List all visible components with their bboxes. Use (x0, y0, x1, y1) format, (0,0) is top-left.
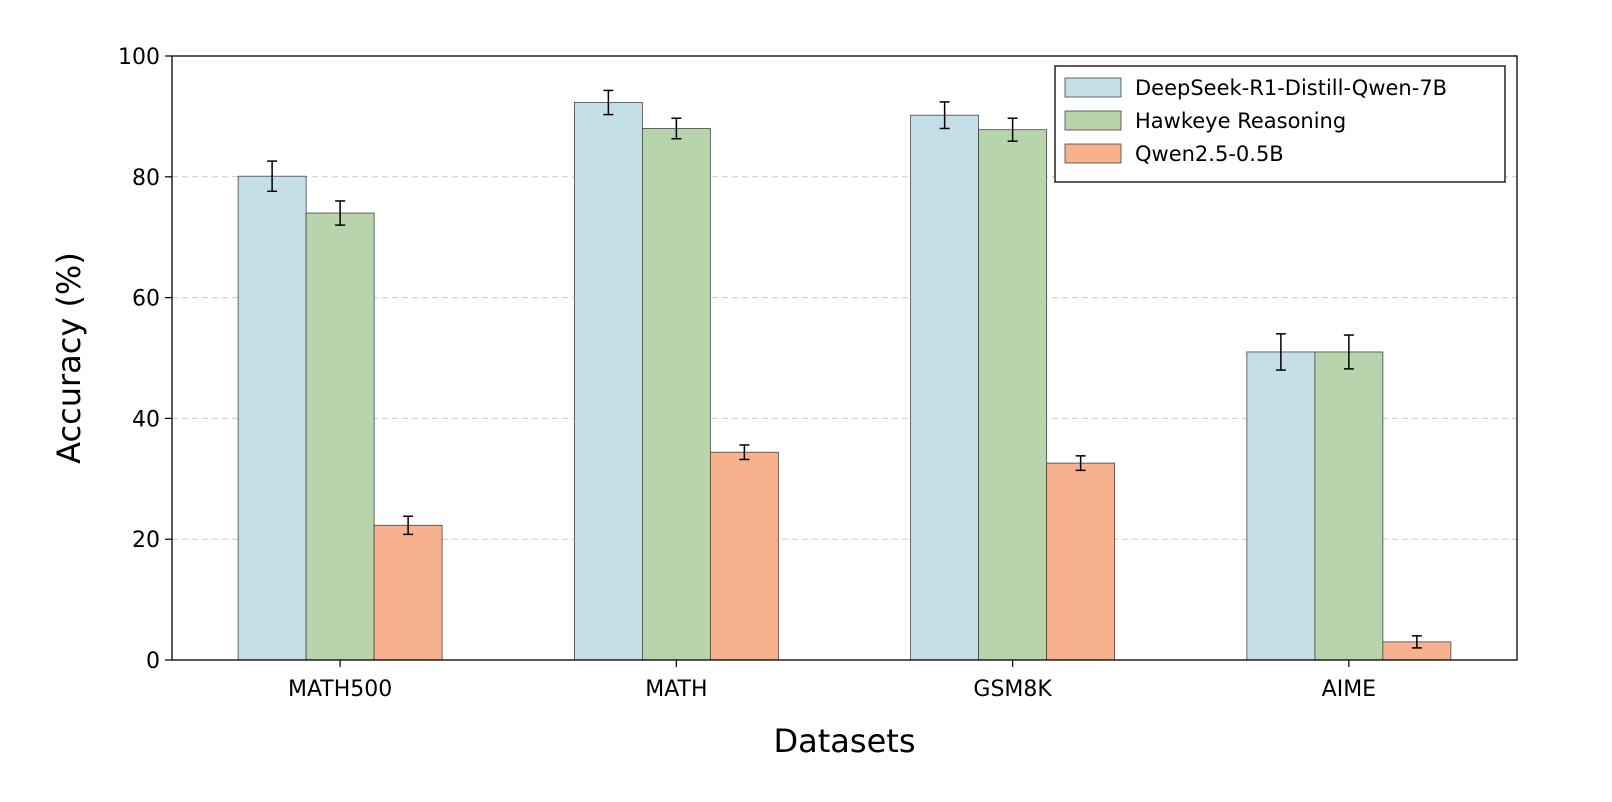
y-tick-label: 20 (132, 528, 160, 553)
bar (1046, 462, 1116, 661)
y-tick-label: 100 (118, 45, 160, 70)
bar (305, 212, 375, 661)
bar (1314, 351, 1384, 661)
y-tick-label: 60 (132, 287, 160, 312)
x-tick-label: GSM8K (973, 677, 1052, 702)
legend-label: Hawkeye Reasoning (1135, 109, 1346, 133)
y-tick-label: 80 (132, 166, 160, 191)
bar (373, 524, 443, 661)
x-axis-label: Datasets (774, 722, 916, 760)
legend-swatch (1064, 143, 1122, 164)
y-tick-label: 40 (132, 407, 160, 432)
bar (1246, 351, 1316, 661)
legend-swatch (1064, 77, 1122, 98)
legend-swatch (1064, 110, 1122, 131)
bar (910, 114, 980, 661)
y-tick-label: 0 (146, 649, 160, 674)
bar (641, 128, 711, 661)
x-tick-label: MATH500 (288, 677, 392, 702)
bar (237, 175, 307, 661)
bar (978, 129, 1048, 661)
bar (573, 102, 643, 661)
legend (1054, 65, 1506, 183)
x-tick-label: MATH (645, 677, 707, 702)
plot-frame (171, 55, 1518, 661)
bar (709, 451, 779, 661)
y-axis-label: Accuracy (%) (50, 252, 88, 464)
legend-label: DeepSeek-R1-Distill-Qwen-7B (1135, 76, 1447, 100)
legend-label: Qwen2.5-0.5B (1135, 142, 1284, 166)
x-tick-label: AIME (1322, 677, 1376, 702)
